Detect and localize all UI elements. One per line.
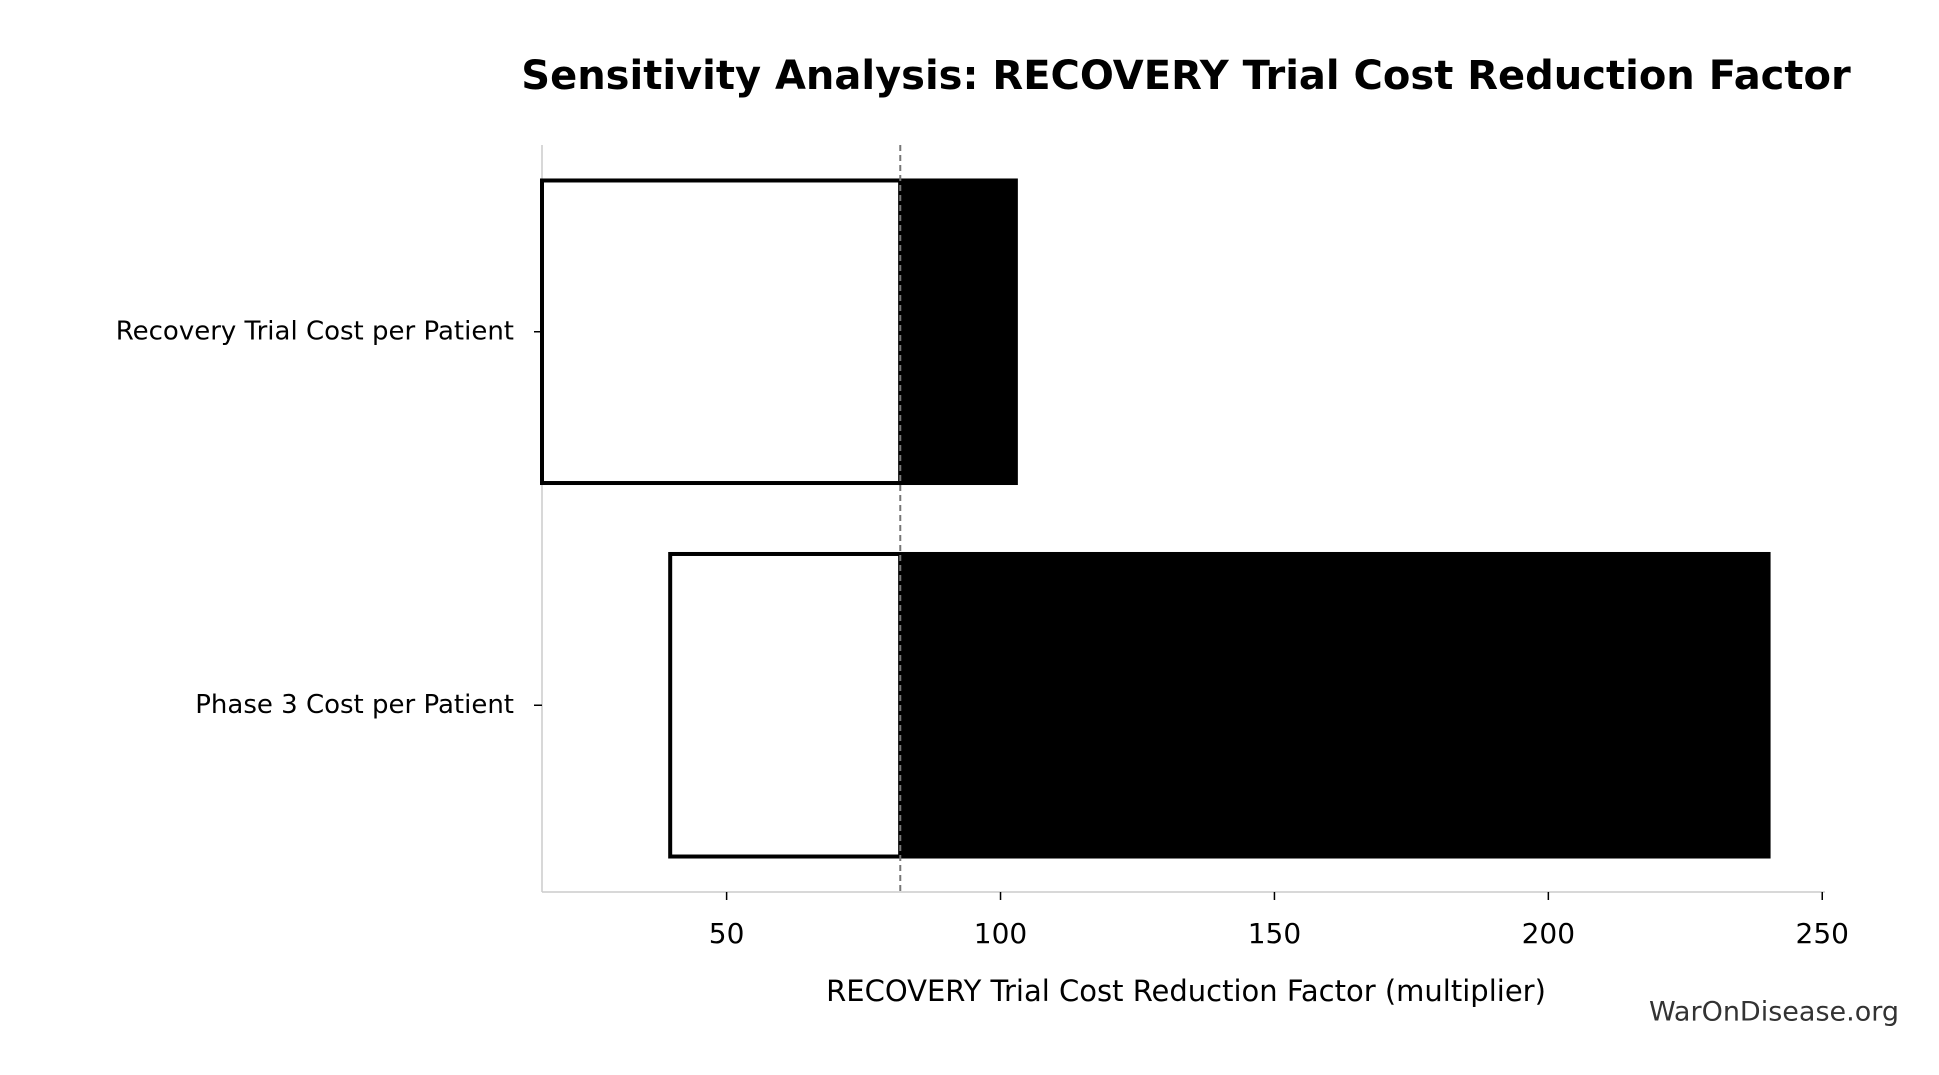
x-tick-label: 100 [974, 917, 1027, 950]
y-tick-label: Recovery Trial Cost per Patient [116, 316, 514, 346]
bar [668, 551, 903, 859]
y-tick-label: Phase 3 Cost per Patient [195, 690, 514, 720]
chart-title: Sensitivity Analysis: RECOVERY Trial Cos… [521, 53, 1851, 99]
bar [898, 551, 1771, 859]
watermark: WarOnDisease.org [1649, 997, 1899, 1028]
x-tick-label: 250 [1796, 917, 1849, 950]
x-tick-label: 150 [1248, 917, 1301, 950]
bar [898, 178, 1018, 486]
bar [540, 178, 903, 486]
x-axis-label: RECOVERY Trial Cost Reduction Factor (mu… [826, 974, 1546, 1008]
x-tick-label: 50 [709, 917, 745, 950]
x-tick-label: 200 [1522, 917, 1575, 950]
